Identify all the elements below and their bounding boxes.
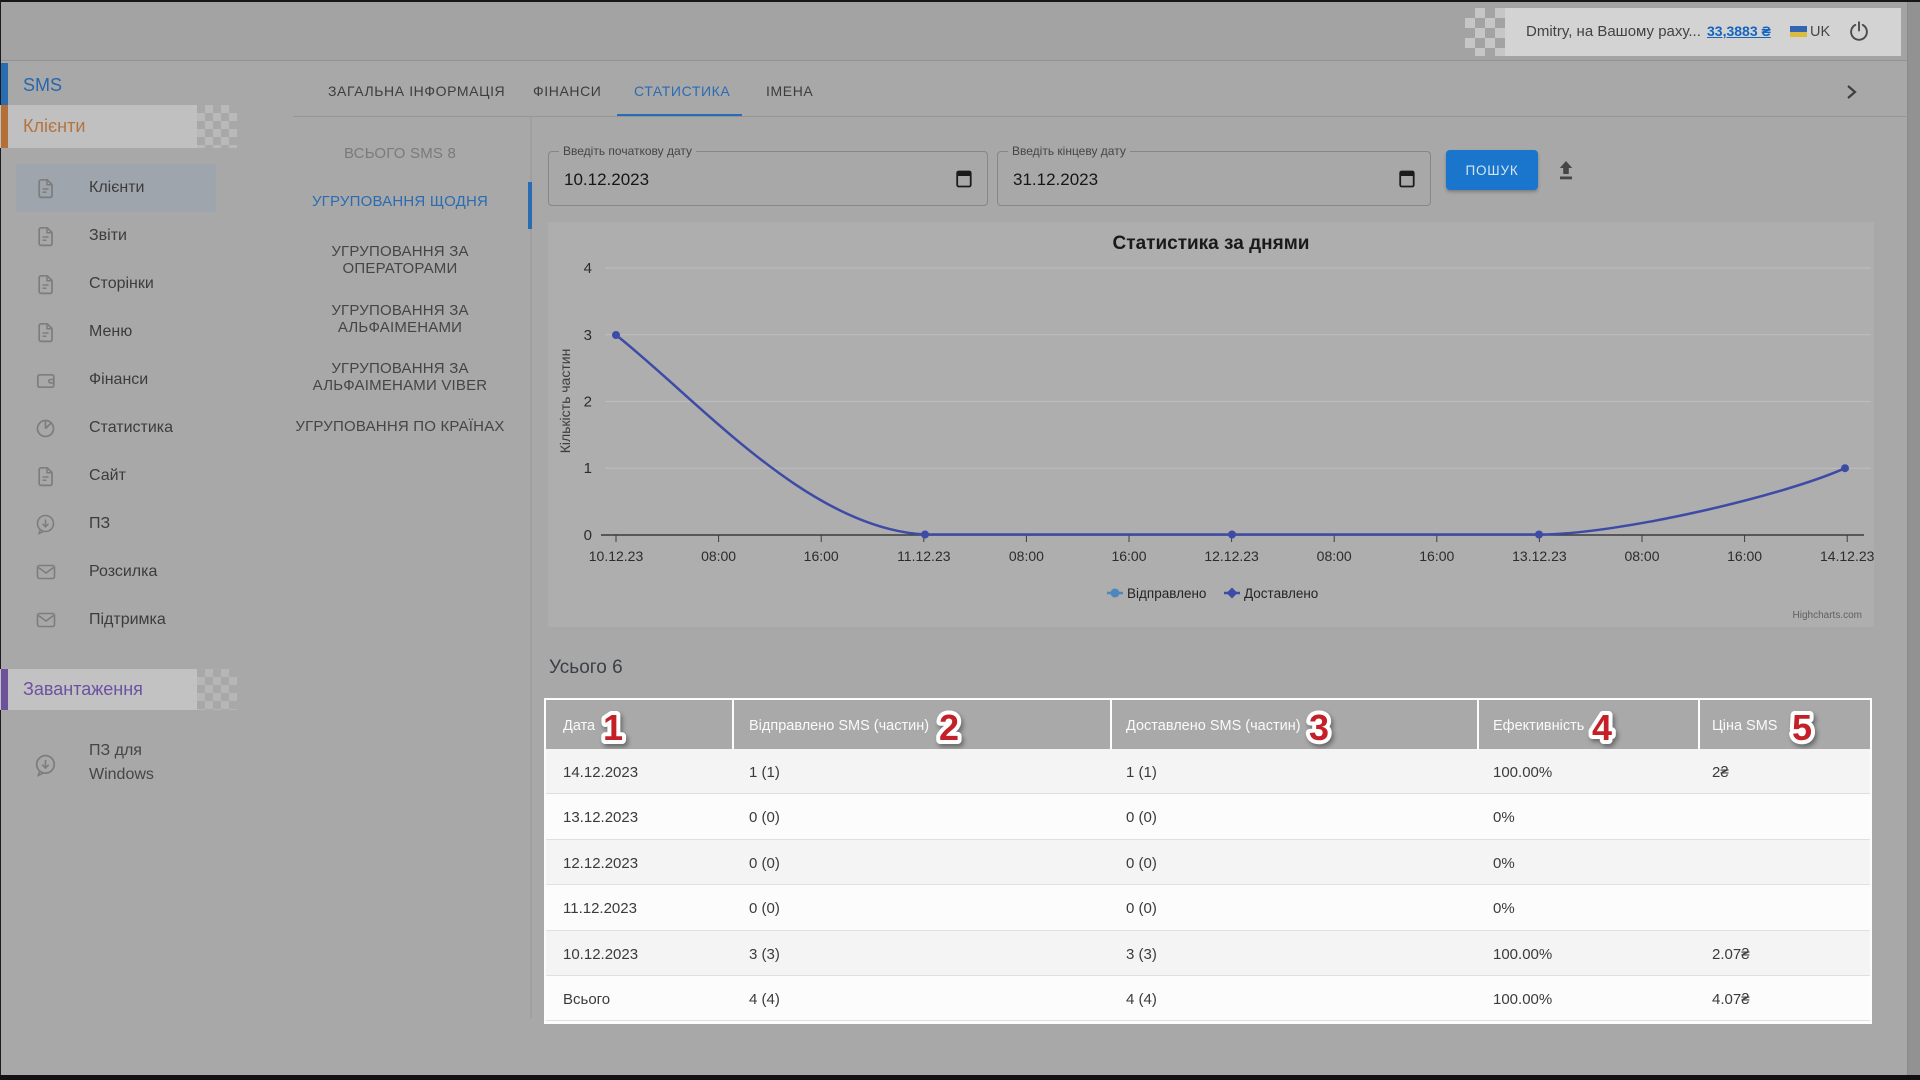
svg-text:16:00: 16:00 xyxy=(1419,548,1454,564)
svg-text:12.12.23: 12.12.23 xyxy=(1204,548,1259,564)
svg-text:5: 5 xyxy=(1792,707,1812,748)
svg-text:3: 3 xyxy=(584,327,592,344)
svg-text:13.12.23: 13.12.23 xyxy=(1512,548,1567,564)
svg-text:08:00: 08:00 xyxy=(1624,548,1659,564)
svg-text:3: 3 xyxy=(1309,707,1329,748)
svg-text:08:00: 08:00 xyxy=(1317,548,1352,564)
svg-text:Відправлено: Відправлено xyxy=(1127,586,1206,601)
svg-text:4: 4 xyxy=(584,260,592,277)
svg-text:1: 1 xyxy=(603,707,623,748)
svg-text:14.12.23: 14.12.23 xyxy=(1820,548,1874,564)
svg-text:Статистика за днями: Статистика за днями xyxy=(1113,233,1310,254)
svg-text:4: 4 xyxy=(1592,707,1612,748)
svg-text:1: 1 xyxy=(603,707,623,748)
svg-text:0: 0 xyxy=(584,527,592,544)
svg-text:3: 3 xyxy=(1309,707,1329,748)
svg-text:2: 2 xyxy=(939,707,959,748)
svg-text:2: 2 xyxy=(584,394,592,411)
svg-text:4: 4 xyxy=(1592,707,1612,748)
svg-text:16:00: 16:00 xyxy=(1111,548,1146,564)
svg-text:16:00: 16:00 xyxy=(1727,548,1762,564)
svg-text:08:00: 08:00 xyxy=(1009,548,1044,564)
svg-text:08:00: 08:00 xyxy=(701,548,736,564)
svg-text:2: 2 xyxy=(939,707,959,748)
svg-text:5: 5 xyxy=(1792,707,1812,748)
svg-text:Highcharts.com: Highcharts.com xyxy=(1793,610,1862,621)
svg-text:Кількість частин: Кількість частин xyxy=(557,349,573,454)
svg-text:11.12.23: 11.12.23 xyxy=(897,548,951,564)
svg-text:Доставлено: Доставлено xyxy=(1244,586,1318,601)
svg-text:10.12.23: 10.12.23 xyxy=(589,548,644,564)
svg-text:1: 1 xyxy=(584,460,592,477)
svg-text:16:00: 16:00 xyxy=(804,548,839,564)
